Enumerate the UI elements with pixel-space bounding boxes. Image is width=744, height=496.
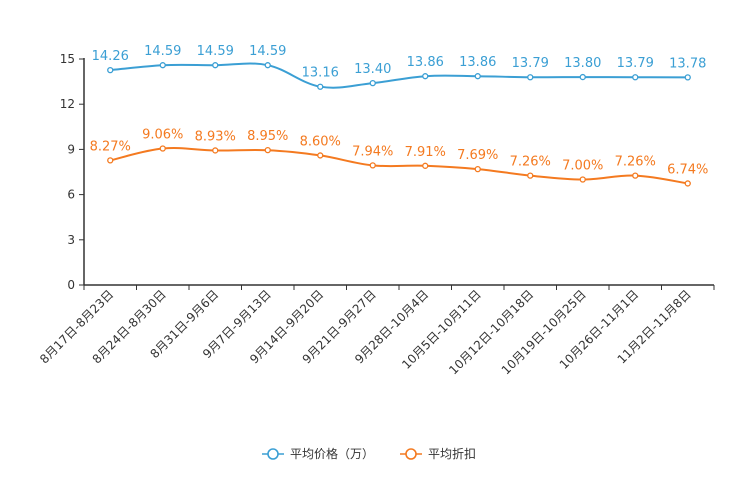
y-tick-label: 6 xyxy=(67,188,75,202)
data-label: 7.91% xyxy=(405,145,446,160)
data-label: 7.26% xyxy=(510,155,551,170)
data-label: 7.26% xyxy=(615,155,656,170)
data-label: 9.06% xyxy=(142,127,183,142)
data-point[interactable] xyxy=(527,172,534,179)
data-point[interactable] xyxy=(369,162,376,169)
data-label: 14.59 xyxy=(144,44,181,59)
data-point[interactable] xyxy=(422,162,429,169)
data-point[interactable] xyxy=(264,62,271,69)
data-label: 14.59 xyxy=(249,44,286,59)
y-tick-label: 3 xyxy=(67,233,75,247)
data-label: 13.80 xyxy=(564,56,601,71)
data-point[interactable] xyxy=(579,176,586,183)
data-label: 8.93% xyxy=(195,129,236,144)
data-point[interactable] xyxy=(159,62,166,69)
data-point[interactable] xyxy=(632,74,639,81)
data-label: 8.27% xyxy=(90,139,131,154)
chart-axes: 036912158月17日-8月23日8月24日-8月30日8月31日-9月6日… xyxy=(37,52,715,377)
legend-label: 平均折扣 xyxy=(428,446,476,461)
data-label: 7.00% xyxy=(562,159,603,174)
data-label: 14.26 xyxy=(92,49,129,64)
data-label: 13.86 xyxy=(407,55,444,70)
y-tick-label: 15 xyxy=(60,52,75,66)
data-point[interactable] xyxy=(684,74,691,81)
data-label: 13.79 xyxy=(617,56,654,71)
data-label: 14.59 xyxy=(197,44,234,59)
data-point[interactable] xyxy=(579,73,586,81)
data-point[interactable] xyxy=(159,145,166,152)
chart-legend[interactable]: 平均价格（万） 平均折扣 xyxy=(262,446,476,461)
data-point[interactable] xyxy=(422,73,429,80)
data-label: 8.95% xyxy=(247,129,288,144)
legend-marker-icon xyxy=(267,448,279,460)
data-point[interactable] xyxy=(369,79,376,87)
data-point[interactable] xyxy=(264,147,271,154)
data-point[interactable] xyxy=(474,165,481,173)
data-label: 13.16 xyxy=(302,66,339,81)
series-line xyxy=(110,62,688,89)
data-point[interactable] xyxy=(684,180,691,187)
chart-series-lines: 14.26 14.59 14.59 14.59 13.16 13.40 13.86 13.86… xyxy=(90,44,708,187)
legend-item-1[interactable]: 平均折扣 xyxy=(400,446,476,461)
data-label: 7.94% xyxy=(352,144,393,159)
legend-marker-icon xyxy=(405,448,417,460)
series-1: 8.27% 9.06% 8.93% 8.95% 8.60% 7.94% 7.91% 7.69%… xyxy=(90,127,708,187)
legend-item-0[interactable]: 平均价格（万） xyxy=(262,446,374,461)
y-tick-label: 12 xyxy=(60,97,75,111)
data-label: 13.86 xyxy=(459,55,496,70)
data-label: 13.79 xyxy=(512,56,549,71)
data-label: 6.74% xyxy=(667,162,708,177)
data-point[interactable] xyxy=(212,147,219,154)
data-label: 7.69% xyxy=(457,148,498,163)
data-point[interactable] xyxy=(317,152,324,159)
data-point[interactable] xyxy=(527,74,534,81)
data-point[interactable] xyxy=(107,66,114,74)
y-tick-label: 9 xyxy=(67,142,75,156)
series-line xyxy=(110,147,688,185)
data-point[interactable] xyxy=(212,62,219,69)
data-point[interactable] xyxy=(632,172,639,179)
data-label: 8.60% xyxy=(300,134,341,149)
legend-label: 平均价格（万） xyxy=(290,446,374,461)
series-0: 14.26 14.59 14.59 14.59 13.16 13.40 13.86 13.86… xyxy=(92,44,706,90)
data-point[interactable] xyxy=(474,73,481,80)
data-label: 13.78 xyxy=(669,56,706,71)
data-point[interactable] xyxy=(317,83,324,90)
data-point[interactable] xyxy=(107,157,114,164)
data-label: 13.40 xyxy=(354,62,391,77)
y-tick-label: 0 xyxy=(67,278,75,292)
